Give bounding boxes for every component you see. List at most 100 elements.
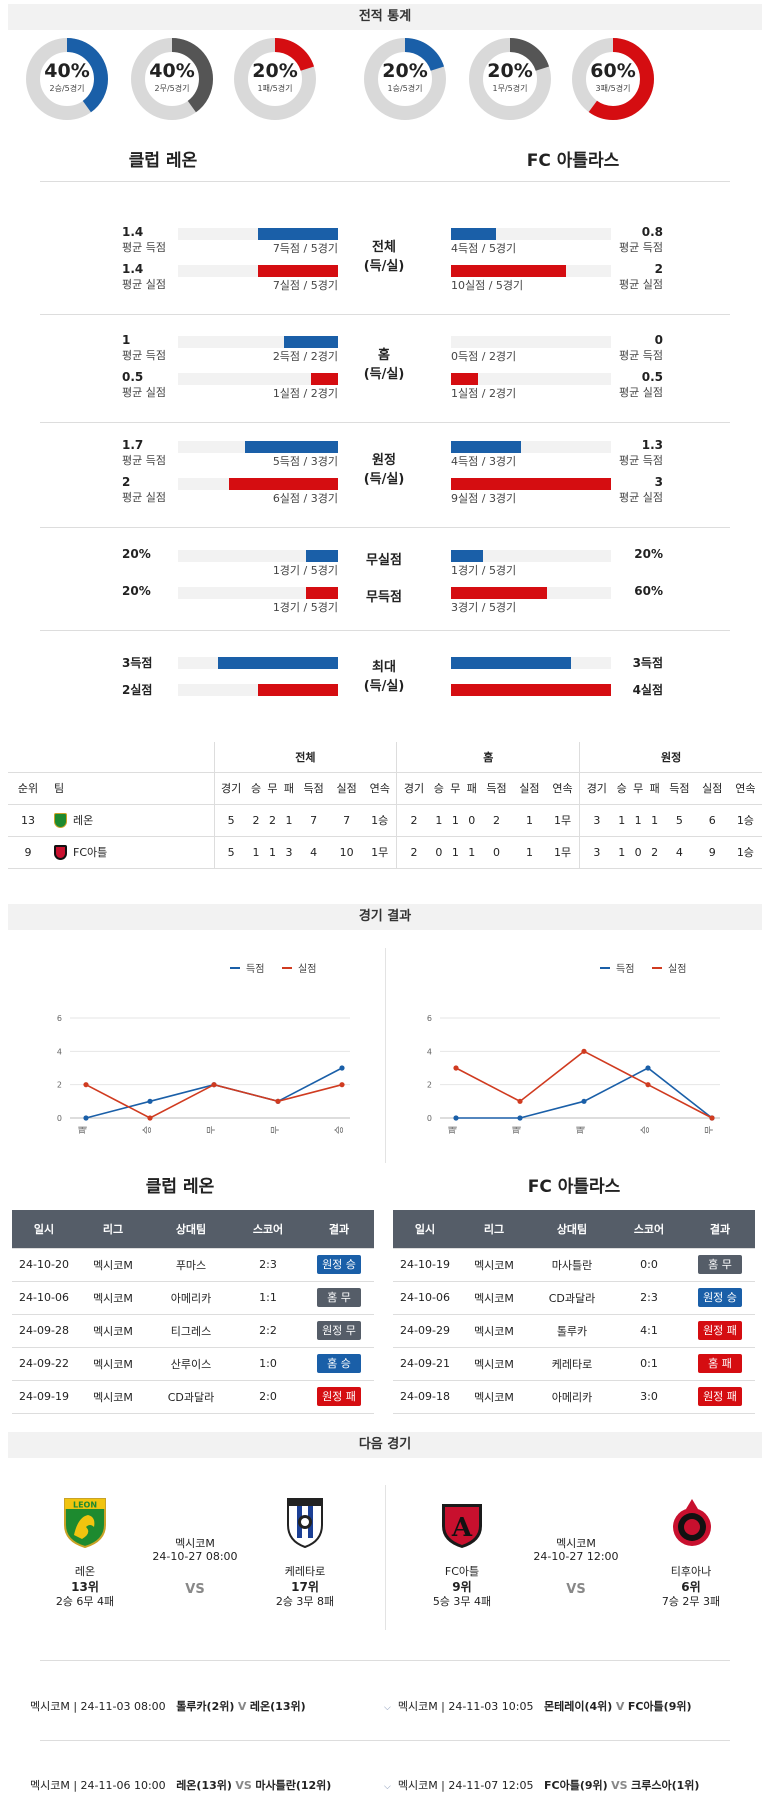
results-cell: 24-09-22 (12, 1347, 76, 1381)
donut-chart: 20% 1승/5경기 (362, 36, 448, 122)
next2-team2-record: 7승 2무 3패 (661, 1595, 721, 1608)
upcoming2-left: 멕시코M | 24-11-06 10:00 레온(13위) VS 마사틀란(12… (30, 1777, 331, 1793)
results-row: 24-09-29 멕시코M 톨루카 4:1 원정 패 (393, 1314, 755, 1348)
chart-legend: 득점 실점 (230, 963, 316, 975)
results-col-header: 일시 (12, 1210, 76, 1249)
result-badge: 홈 무 (317, 1288, 361, 1307)
away-stat-label: 평균 실점 (619, 278, 663, 291)
standings-corner2 (48, 742, 214, 773)
results-cell: 멕시코M (457, 1347, 531, 1381)
data-point (147, 1098, 153, 1104)
group-all: 전체 (213, 742, 397, 773)
standings-cell: 1 (629, 804, 647, 837)
standings-cell: 3 (579, 836, 614, 869)
home-stat-caption: 1실점 / 2경기 (272, 387, 338, 400)
series-line-1 (85, 1083, 343, 1119)
col-header: 무 (264, 772, 281, 805)
section-header-stats: 전적 통계 (8, 4, 762, 30)
home-stat-value: 2실점 (122, 683, 153, 697)
y-tick-label: 0 (427, 1114, 432, 1123)
col-header: 득점 (297, 772, 331, 805)
donut-caption: 1무/5경기 (492, 84, 528, 93)
away-stat-bar (451, 587, 547, 599)
data-point (453, 1065, 459, 1071)
stat-group-label: 전체 (득/실) (344, 238, 424, 276)
home-stat-track (178, 550, 338, 562)
donut-percent: 60% (590, 60, 636, 82)
home-stat-value: 1.7 (122, 438, 144, 452)
standings-cell: 0 (629, 836, 647, 869)
group-home: 홈 (396, 742, 580, 773)
away-stat-caption: 9실점 / 3경기 (451, 492, 517, 505)
results-col-header: 상대팀 (531, 1210, 613, 1249)
donut-chart: 40% 2무/5경기 (129, 36, 215, 122)
results-row: 24-09-18 멕시코M 아메리카 3:0 원정 패 (393, 1380, 755, 1414)
home-score-chart: 득점 실점 0 2 4 6 패 승 무 무 승 (57, 963, 350, 1134)
standings-cell: 5 (213, 804, 248, 837)
team-name[interactable]: 레온 (73, 813, 94, 827)
away-stat-value: 3 (654, 475, 663, 489)
col-rank: 순위 (8, 772, 48, 805)
home-stat-value: 1.4 (122, 262, 144, 276)
away-stat-caption: 10실점 / 5경기 (451, 279, 524, 292)
x-tick-label: 패 (576, 1126, 587, 1134)
results-col-header: 결과 (304, 1210, 374, 1249)
standings-cell: 4 (297, 836, 331, 869)
standings-row: 9 FC아틀 5 1 1 3 4 10 1무 2 0 1 1 0 1 1무 3 1 0 2 4 9 1승 (8, 836, 762, 869)
result-badge: 원정 승 (698, 1288, 742, 1307)
y-tick-label: 6 (57, 1014, 62, 1023)
stat-group-title: 홈 (378, 348, 390, 363)
results-cell: 2:0 (232, 1380, 304, 1414)
standings-cell: 3 (579, 804, 614, 837)
upcoming1-right-info: 멕시코M | 24-11-03 10:05 (397, 1700, 534, 1713)
standings-cell: 1 (430, 804, 448, 837)
x-tick-label: 무 (206, 1126, 217, 1134)
team-cell: FC아틀 (48, 836, 214, 869)
next-divider (385, 1485, 386, 1630)
divider (40, 630, 730, 631)
donut-chart: 60% 3패/5경기 (570, 36, 656, 122)
divider (40, 314, 730, 315)
results-cell: 홈 승 (304, 1347, 374, 1381)
away-stat-label: 평균 득점 (619, 241, 663, 254)
home-stat-value: 3득점 (122, 656, 153, 670)
legend-label: 실점 (298, 963, 316, 975)
col-header: 무 (447, 772, 464, 805)
data-point (83, 1082, 89, 1088)
standings-cell: 3 (280, 836, 298, 869)
away-stat-caption: 0득점 / 2경기 (451, 350, 517, 363)
legend-label: 득점 (616, 963, 634, 975)
away-stat-label: 평균 실점 (619, 386, 663, 399)
home-stat-value: 0.5 (122, 370, 144, 384)
donut-caption: 1승/5경기 (387, 84, 423, 93)
standings-cell: 7 (297, 804, 331, 837)
away-stat-value: 1.3 (641, 438, 663, 452)
standings-row: 13 레온 5 2 2 1 7 7 1승 2 1 1 0 2 1 1무 3 1 1 1 5 6 1승 (8, 804, 762, 837)
next1-vs: VS (185, 1582, 205, 1597)
results-cell: 0:1 (613, 1347, 685, 1381)
upcoming1-left: 멕시코M | 24-11-03 08:00 톨루카(2위) V 레온(13위) (30, 1698, 306, 1714)
standings-cell: 2 (264, 804, 281, 837)
col-header: 연속 (363, 772, 397, 805)
home-stat-label: 평균 실점 (122, 278, 166, 291)
away-stat-value: 4실점 (632, 683, 663, 697)
home-stat-bar (284, 336, 338, 348)
away-stat-label: 평균 득점 (619, 349, 663, 362)
stat-group-sub: (득/실) (363, 259, 405, 274)
away-stat-caption: 1실점 / 2경기 (451, 387, 517, 400)
col-header: 패 (646, 772, 663, 805)
donut-arc (364, 38, 446, 120)
y-tick-label: 4 (57, 1047, 62, 1056)
standings-cell: 4 (662, 836, 696, 869)
donut-arc (234, 38, 316, 120)
divider (40, 527, 730, 528)
col-header: 경기 (396, 772, 431, 805)
next2-team1-record: 5승 3무 4패 (432, 1595, 492, 1608)
upcoming2-right-team1: FC아틀(9위) (544, 1779, 608, 1792)
col-header: 패 (280, 772, 298, 805)
away-stat-bar (451, 228, 496, 240)
svg-text:LEON: LEON (73, 1501, 97, 1510)
team-name[interactable]: FC아틀 (73, 845, 108, 859)
data-point (147, 1115, 153, 1121)
donut-percent: 20% (487, 60, 533, 82)
